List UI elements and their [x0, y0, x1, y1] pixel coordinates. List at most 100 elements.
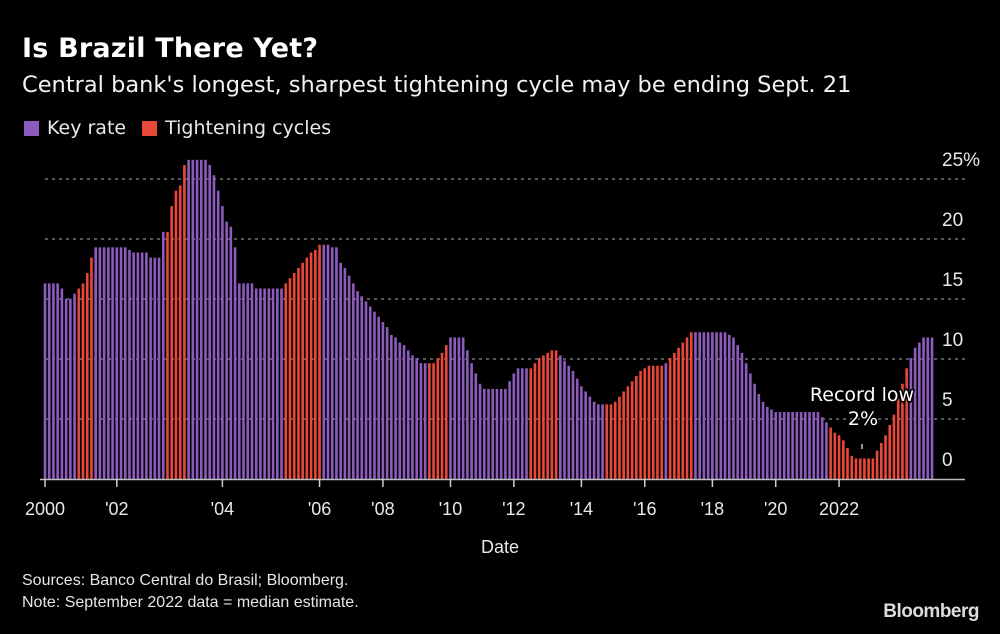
- bar-tightening: [858, 458, 862, 479]
- bar-key-rate: [140, 252, 144, 479]
- y-tick-label: 25%: [942, 150, 980, 171]
- bar-key-rate: [584, 391, 587, 479]
- bar-tightening: [183, 164, 186, 479]
- bar-key-rate: [360, 296, 364, 479]
- bar-key-rate: [495, 388, 499, 479]
- bar-tightening: [546, 352, 549, 479]
- bar-key-rate: [926, 337, 930, 479]
- bar-tightening: [884, 435, 887, 479]
- bar-key-rate: [702, 332, 706, 479]
- bar-key-rate: [64, 298, 68, 479]
- bar-key-rate: [250, 283, 254, 479]
- bar-tightening: [685, 337, 689, 479]
- bar-key-rate: [597, 404, 600, 479]
- bar-key-rate: [406, 350, 410, 479]
- bar-key-rate: [343, 267, 347, 479]
- bar-key-rate: [153, 257, 157, 479]
- bar-key-rate: [816, 412, 820, 479]
- bar-key-rate: [204, 159, 207, 480]
- bar-key-rate: [263, 288, 266, 479]
- x-tick-label: '20: [764, 499, 787, 519]
- bar-tightening: [673, 352, 676, 479]
- bar-key-rate: [419, 363, 423, 479]
- bar-tightening: [436, 358, 440, 479]
- bar-tightening: [901, 383, 904, 479]
- bar-key-rate: [778, 412, 782, 479]
- y-tick-label: 5: [942, 390, 953, 411]
- y-tick-label: 10: [942, 330, 963, 351]
- bar-tightening: [613, 401, 617, 479]
- bar-key-rate: [98, 247, 102, 479]
- bar-tightening: [841, 440, 845, 479]
- bar-tightening: [630, 381, 634, 479]
- x-tick-label: '18: [701, 499, 724, 519]
- bar-key-rate: [111, 247, 114, 479]
- bar-key-rate: [69, 298, 72, 479]
- bar-key-rate: [60, 288, 64, 479]
- bar-tightening: [174, 190, 178, 479]
- x-tick-label: '10: [439, 499, 462, 519]
- bar-key-rate: [770, 409, 773, 479]
- bar-key-rate: [520, 368, 524, 479]
- bar-key-rate: [381, 321, 385, 479]
- bar-key-rate: [119, 247, 123, 479]
- bar-tightening: [833, 432, 837, 479]
- bar-key-rate: [740, 352, 744, 479]
- bar-key-rate: [415, 358, 419, 479]
- bar-tightening: [288, 278, 292, 479]
- bar-key-rate: [229, 226, 233, 479]
- bar-key-rate: [482, 388, 486, 479]
- bar-tightening: [301, 262, 304, 479]
- bar-tightening: [618, 396, 621, 479]
- bar-tightening: [639, 370, 642, 479]
- bar-key-rate: [922, 337, 925, 479]
- x-axis: 2000 '02 '04 '06 '08 '10 '12 '14 '16 '18 '20 2022: [25, 478, 965, 519]
- bar-key-rate: [199, 159, 203, 480]
- bar-key-rate: [322, 244, 326, 479]
- x-tick-label: '04: [211, 499, 234, 519]
- bar-tightening: [537, 358, 541, 479]
- bar-tightening: [867, 458, 870, 479]
- chart-title: Is Brazil There Yet?: [22, 33, 319, 64]
- bar-key-rate: [368, 306, 372, 479]
- bar-tightening: [605, 404, 609, 479]
- bar-tightening: [854, 458, 858, 479]
- bar-key-rate: [402, 345, 406, 479]
- bar-key-rate: [711, 332, 714, 479]
- bar-tightening: [554, 350, 558, 479]
- bar-tightening: [892, 414, 896, 479]
- bar-key-rate: [930, 337, 934, 479]
- bar-tightening: [660, 365, 663, 479]
- bar-key-rate: [575, 378, 579, 479]
- bar-key-rate: [706, 332, 710, 479]
- bar-key-rate: [145, 252, 148, 479]
- bar-key-rate: [825, 422, 828, 479]
- bar-tightening: [837, 435, 841, 479]
- bar-key-rate: [43, 283, 47, 479]
- bar-key-rate: [787, 412, 790, 479]
- bar-key-rate: [221, 206, 224, 479]
- legend: Key rate Tightening cycles: [24, 117, 347, 139]
- bar-tightening: [297, 267, 300, 479]
- bar-key-rate: [461, 337, 465, 479]
- bar-tightening: [440, 352, 444, 479]
- bar-key-rate: [571, 370, 575, 479]
- bar-key-rate: [94, 247, 97, 479]
- bar-key-rate: [466, 350, 469, 479]
- legend-label-tightening: Tightening cycles: [165, 117, 332, 139]
- bar-key-rate: [732, 337, 735, 479]
- bar-tightening: [284, 283, 288, 479]
- bar-tightening: [626, 386, 630, 479]
- bar-key-rate: [225, 221, 228, 479]
- bar-tightening: [677, 347, 680, 479]
- x-tick-label: 2000: [25, 499, 65, 519]
- bar-key-rate: [136, 252, 140, 479]
- bar-tightening: [533, 363, 537, 479]
- bar-tightening: [656, 365, 659, 479]
- bar-tightening: [888, 424, 892, 479]
- bar-key-rate: [411, 355, 414, 479]
- legend-label-key-rate: Key rate: [47, 117, 127, 139]
- y-tick-label: 15: [942, 270, 963, 291]
